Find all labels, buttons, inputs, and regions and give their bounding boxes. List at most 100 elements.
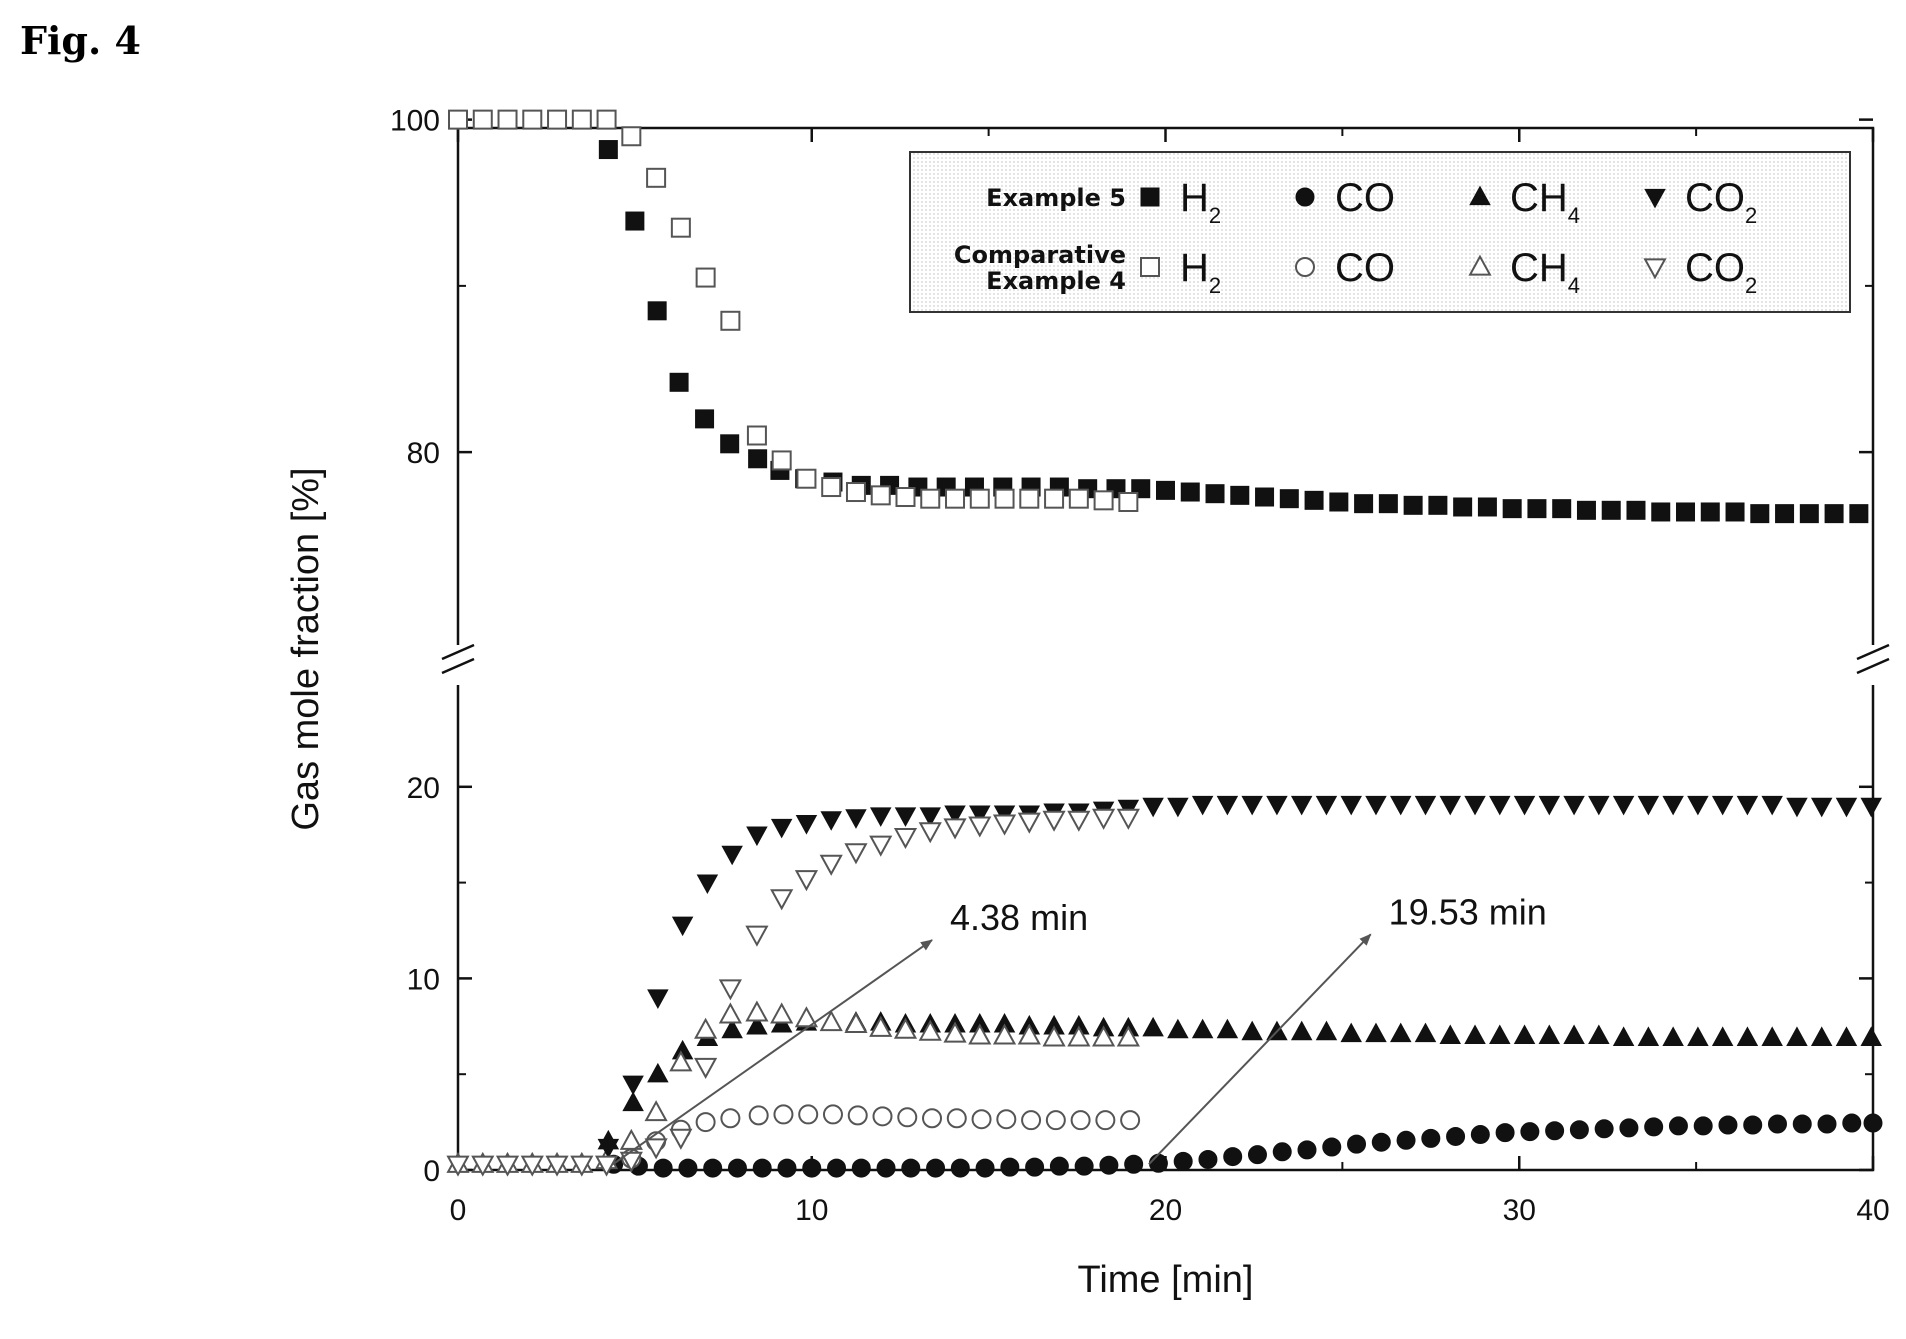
data-point [1045,1110,1066,1131]
data-point [746,425,767,446]
data-point [596,109,617,130]
data-point [1736,795,1759,816]
data-point [1167,1018,1189,1039]
data-point [1761,1026,1783,1046]
data-point [773,1104,794,1125]
data-point [893,827,918,850]
data-point [1118,492,1139,512]
data-point [770,1002,794,1024]
data-point [895,487,916,508]
y-tick-label: 10 [407,963,440,996]
data-point [1354,494,1374,514]
data-point [1241,795,1263,816]
data-point [1439,795,1462,816]
data-point [1824,504,1844,524]
data-point [598,140,618,160]
data-point [694,1017,718,1039]
data-point [721,845,743,866]
data-point [1786,1026,1808,1046]
legend-group-label: Example 4 [986,267,1126,295]
data-point [847,1105,868,1126]
legend-species-label: H2 [1180,176,1221,228]
data-point [1569,1120,1589,1140]
data-point [920,488,941,509]
data-point [1070,1110,1091,1131]
data-point [1842,1113,1862,1133]
data-point [448,109,468,130]
data-point [820,811,842,831]
legend-marker [1140,187,1160,207]
data-point [922,1108,943,1129]
x-tick-label: 0 [450,1194,467,1227]
data-point [1662,1026,1684,1046]
data-point [1304,490,1324,510]
data-point [1863,1113,1883,1133]
data-point [644,1138,668,1160]
data-point [845,482,866,503]
axis-break-mark [441,657,475,675]
data-point [1290,795,1313,816]
data-point [1817,1114,1837,1134]
data-point [1365,1022,1387,1043]
data-point [644,1100,668,1122]
data-point [796,468,817,489]
data-point [748,1105,769,1126]
data-point [851,1158,871,1178]
data-point [647,301,667,321]
data-point [1255,487,1275,507]
data-point [1074,1156,1094,1176]
data-point [1067,1025,1091,1047]
data-point [1676,502,1696,522]
data-point [1414,795,1437,816]
data-point [1340,795,1362,816]
data-point [968,1023,992,1045]
data-point [1042,1025,1066,1047]
legend-marker [1140,257,1160,277]
data-point [1173,1151,1193,1171]
data-point [926,1158,946,1178]
data-point [495,1155,520,1177]
legend-marker [1644,188,1666,209]
data-point [1477,497,1497,517]
data-point [752,1158,772,1178]
data-point [1860,1026,1882,1046]
data-point [1315,795,1338,816]
data-point [844,1011,868,1034]
x-tick-label: 10 [795,1194,828,1227]
data-point [795,815,818,835]
data-point [745,925,769,947]
data-point [992,1023,1017,1045]
data-point [894,807,917,827]
data-point [619,1128,643,1150]
data-point [945,488,966,509]
data-point [621,126,642,147]
data-point [622,1091,644,1112]
data-point [1365,795,1387,816]
data-point [695,409,715,429]
x-tick-label: 40 [1856,1194,1889,1227]
data-point [1810,797,1833,818]
legend-species-label: CH4 [1510,176,1580,228]
data-point [669,372,689,392]
x-axis-title: Time [min] [1078,1259,1254,1301]
data-point [1403,495,1423,515]
data-point [1019,488,1040,509]
data-point [1329,492,1349,512]
data-point [944,805,966,826]
series-co-comparative-example-4 [621,1104,1141,1169]
data-point [1049,1156,1069,1176]
data-point [1025,1157,1045,1177]
data-point [1378,494,1398,514]
data-point [770,889,794,911]
data-point [844,843,868,865]
data-point [1230,485,1250,505]
data-point [1700,502,1720,522]
data-point [1711,795,1734,816]
data-point [1612,1026,1635,1046]
data-point [748,449,768,469]
data-point [1489,1024,1511,1045]
data-point [845,809,867,829]
data-point [1180,482,1200,502]
data-point [1835,1026,1858,1046]
data-point [520,1155,544,1177]
